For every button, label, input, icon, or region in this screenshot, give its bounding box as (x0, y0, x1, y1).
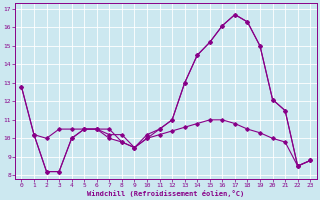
X-axis label: Windchill (Refroidissement éolien,°C): Windchill (Refroidissement éolien,°C) (87, 190, 244, 197)
